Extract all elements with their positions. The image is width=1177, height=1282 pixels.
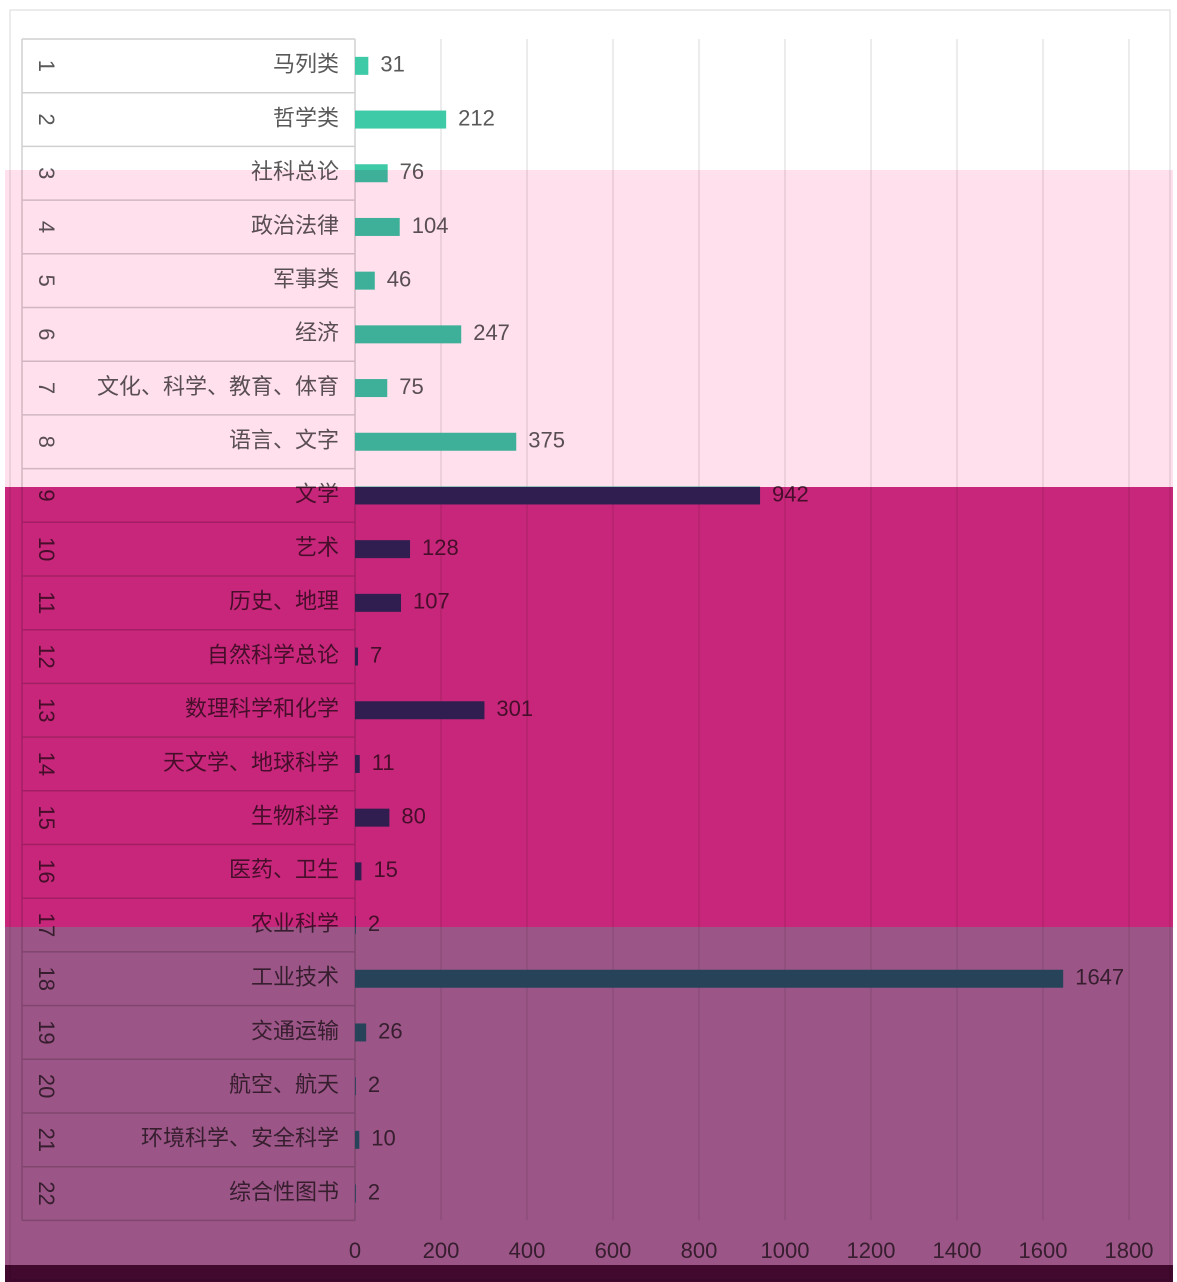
overlay bbox=[5, 170, 1173, 1282]
data-label: 31 bbox=[380, 52, 404, 77]
y-tick-label: 哲学类 bbox=[273, 105, 339, 130]
tint-band bbox=[5, 927, 1173, 1282]
tint-band bbox=[5, 487, 1173, 927]
tint-band bbox=[5, 170, 1173, 487]
row-number: 2 bbox=[34, 113, 59, 125]
tint-band bbox=[5, 1265, 1173, 1282]
bar bbox=[355, 110, 447, 129]
row-number: 1 bbox=[34, 60, 59, 72]
bar bbox=[355, 56, 369, 75]
data-label: 212 bbox=[458, 105, 495, 130]
y-tick-label: 马列类 bbox=[273, 52, 339, 77]
